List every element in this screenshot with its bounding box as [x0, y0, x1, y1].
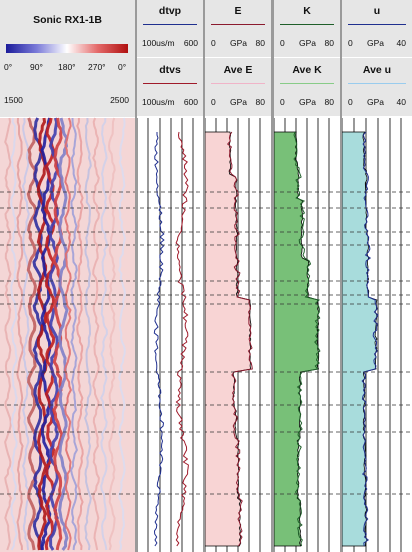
waveform-trace: [70, 117, 78, 551]
slowness-header: dtvp 100us/m 600 dtvs 100us/m 600: [137, 0, 203, 117]
scale-left: 0: [348, 97, 353, 107]
waveform-trace: [48, 117, 60, 551]
waveform-trace: [107, 117, 116, 551]
scale-unit: GPa: [230, 97, 248, 107]
waveform-trace: [99, 117, 108, 551]
E-curve: [226, 131, 253, 547]
scale-left: 0: [211, 38, 216, 48]
dtvp-title: dtvp: [158, 5, 182, 17]
E-title: E: [234, 5, 242, 17]
dtvs-line-sample: [143, 83, 197, 84]
scale-left: 0: [280, 97, 285, 107]
u-header: u 0 GPa 40: [342, 0, 412, 58]
scale-unit: GPa: [299, 97, 317, 107]
K-header: K 0 GPa 80: [274, 0, 340, 58]
sonic-title: Sonic RX1-1B: [33, 14, 102, 26]
scale-unit: GPa: [367, 97, 385, 107]
scale-right: 40: [396, 38, 406, 48]
phase-label: 0°: [4, 62, 13, 72]
scale-right: 600: [183, 38, 198, 48]
dtvp-line-sample: [143, 24, 197, 25]
scale-left: 0: [211, 97, 216, 107]
scale-left: 100us/m: [142, 97, 175, 107]
scale-right: 600: [183, 97, 198, 107]
u-curve: [361, 131, 379, 547]
scale-right: 80: [255, 97, 265, 107]
AveK-header: Ave K 0 GPa 80: [274, 59, 340, 117]
waveform-trace: [92, 117, 100, 551]
waveform-trace: [44, 117, 56, 551]
shear-header: u 0 GPa 40 Ave u 0 GPa 40: [342, 0, 412, 117]
scale-unit: GPa: [230, 38, 248, 48]
track-separator: [203, 0, 205, 552]
phase-label: 90°: [30, 62, 43, 72]
depth-min: 1500: [4, 95, 23, 105]
depth-max: 2500: [110, 95, 129, 105]
waveform-trace: [4, 117, 12, 551]
youngs-fill: [204, 131, 252, 547]
scale-unit: GPa: [367, 38, 385, 48]
scale-unit: GPa: [299, 38, 317, 48]
youngs-header: E 0 GPa 80 Ave E 0 GPa 80: [205, 0, 271, 117]
waveform-trace: [16, 117, 24, 551]
scale-left: 0: [348, 38, 353, 48]
K-curve: [293, 131, 321, 547]
sonic-header: Sonic RX1-1B 0° 90° 180° 270° 0° 1500 25…: [0, 0, 135, 117]
bulk-fill: [273, 131, 320, 547]
track-separator: [271, 0, 274, 552]
phase-label: 270°: [88, 62, 106, 72]
E-header: E 0 GPa 80: [205, 0, 271, 58]
scale-right: 80: [324, 38, 334, 48]
u-title: u: [373, 5, 381, 17]
dtvs-curve: [175, 131, 189, 547]
AveK-title: Ave K: [292, 64, 322, 76]
waveform-trace: [57, 117, 69, 551]
scale-right: 80: [324, 97, 334, 107]
waveform-trace: [118, 117, 126, 551]
dtvp-header: dtvp 100us/m 600: [137, 0, 203, 58]
phase-colorbar: [6, 44, 128, 53]
waveform-trace: [21, 117, 30, 551]
track-separator: [340, 0, 342, 552]
scale-left: 0: [280, 38, 285, 48]
AveE-line-sample: [211, 83, 265, 84]
scale-right: 40: [396, 97, 406, 107]
AveK-line-sample: [280, 83, 334, 84]
dtvs-title: dtvs: [159, 64, 181, 76]
waveform-trace: [63, 117, 73, 551]
phase-label: 180°: [58, 62, 76, 72]
K-line-sample: [280, 24, 334, 25]
AveE-title: Ave E: [223, 64, 253, 76]
waveform-trace: [10, 117, 18, 551]
waveform-trace: [40, 117, 52, 551]
scale-left: 100us/m: [142, 38, 175, 48]
u-line-sample: [348, 24, 406, 25]
Aveu-header: Ave u 0 GPa 40: [342, 59, 412, 117]
waveform-trace: [84, 117, 92, 551]
track-separator: [135, 0, 137, 552]
dtvp-curve: [153, 132, 165, 547]
AveE-header: Ave E 0 GPa 80: [205, 59, 271, 117]
phase-label: 0°: [118, 62, 127, 72]
waveform-trace: [76, 118, 84, 551]
shear-fill: [341, 131, 378, 547]
Aveu-line-sample: [348, 83, 406, 84]
waveform-trace: [36, 117, 48, 551]
E-line-sample: [211, 24, 265, 25]
bulk-header: K 0 GPa 80 Ave K 0 GPa 80: [274, 0, 340, 117]
dtvs-header: dtvs 100us/m 600: [137, 59, 203, 117]
Aveu-title: Ave u: [362, 64, 392, 76]
scale-right: 80: [255, 38, 265, 48]
K-title: K: [303, 5, 311, 17]
